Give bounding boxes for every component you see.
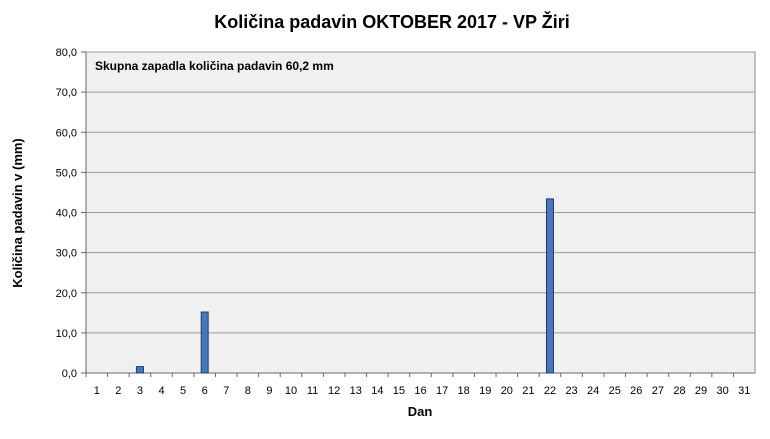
- x-tick-label: 26: [630, 385, 642, 397]
- x-tick-label: 13: [350, 385, 362, 397]
- x-tick-label: 24: [587, 385, 599, 397]
- x-tick-label: 12: [328, 385, 340, 397]
- x-tick-label: 23: [565, 385, 577, 397]
- x-tick-label: 14: [371, 385, 383, 397]
- x-tick-label: 21: [522, 385, 534, 397]
- x-tick-label: 22: [544, 385, 556, 397]
- y-tick-label: 10,0: [56, 328, 77, 340]
- x-tick-label: 25: [609, 385, 621, 397]
- bar-day-6: [200, 311, 209, 374]
- x-tick-label: 5: [180, 385, 186, 397]
- x-tick-label: 29: [695, 385, 707, 397]
- x-tick-label: 7: [223, 385, 229, 397]
- y-tick-label: 30,0: [56, 248, 77, 260]
- bar-day-22: [545, 198, 554, 374]
- x-tick-label: 1: [94, 385, 100, 397]
- x-tick-label: 2: [115, 385, 121, 397]
- y-axis-label: Količina padavin v (mm): [10, 138, 25, 288]
- x-tick-label: 11: [307, 385, 318, 397]
- y-tick-label: 0,0: [62, 368, 77, 380]
- x-tick-label: 8: [245, 385, 251, 397]
- x-tick-label: 16: [414, 385, 426, 397]
- x-tick-label: 9: [266, 385, 272, 397]
- total-precipitation-note: Skupna zapadla količina padavin 60,2 mm: [95, 59, 334, 73]
- x-tick-label: 3: [137, 385, 143, 397]
- x-tick-label: 28: [673, 385, 685, 397]
- y-tick-label: 20,0: [56, 288, 77, 300]
- x-tick-label: 30: [717, 385, 729, 397]
- x-tick-label: 4: [158, 385, 164, 397]
- x-tick-label: 17: [436, 385, 448, 397]
- chart-title: Količina padavin OKTOBER 2017 - VP Žiri: [214, 11, 569, 32]
- y-tick-label: 40,0: [56, 208, 77, 220]
- x-tick-label: 20: [501, 385, 513, 397]
- y-tick-label: 60,0: [56, 127, 77, 139]
- bar-day-3: [135, 366, 144, 374]
- x-tick-label: 18: [458, 385, 470, 397]
- x-tick-label: 10: [285, 385, 297, 397]
- y-tick-label: 70,0: [56, 87, 77, 99]
- x-tick-label: 6: [202, 385, 208, 397]
- x-tick-label: 15: [393, 385, 405, 397]
- y-tick-label: 50,0: [56, 167, 77, 179]
- x-axis-label: Dan: [408, 404, 433, 419]
- y-tick-label: 80,0: [56, 47, 77, 59]
- x-tick-label: 31: [738, 385, 750, 397]
- x-tick-label: 27: [652, 385, 664, 397]
- plot-area: 0,010,020,030,040,050,060,070,080,01 2 3 4 5…: [56, 47, 756, 397]
- x-tick-label: 19: [479, 385, 491, 397]
